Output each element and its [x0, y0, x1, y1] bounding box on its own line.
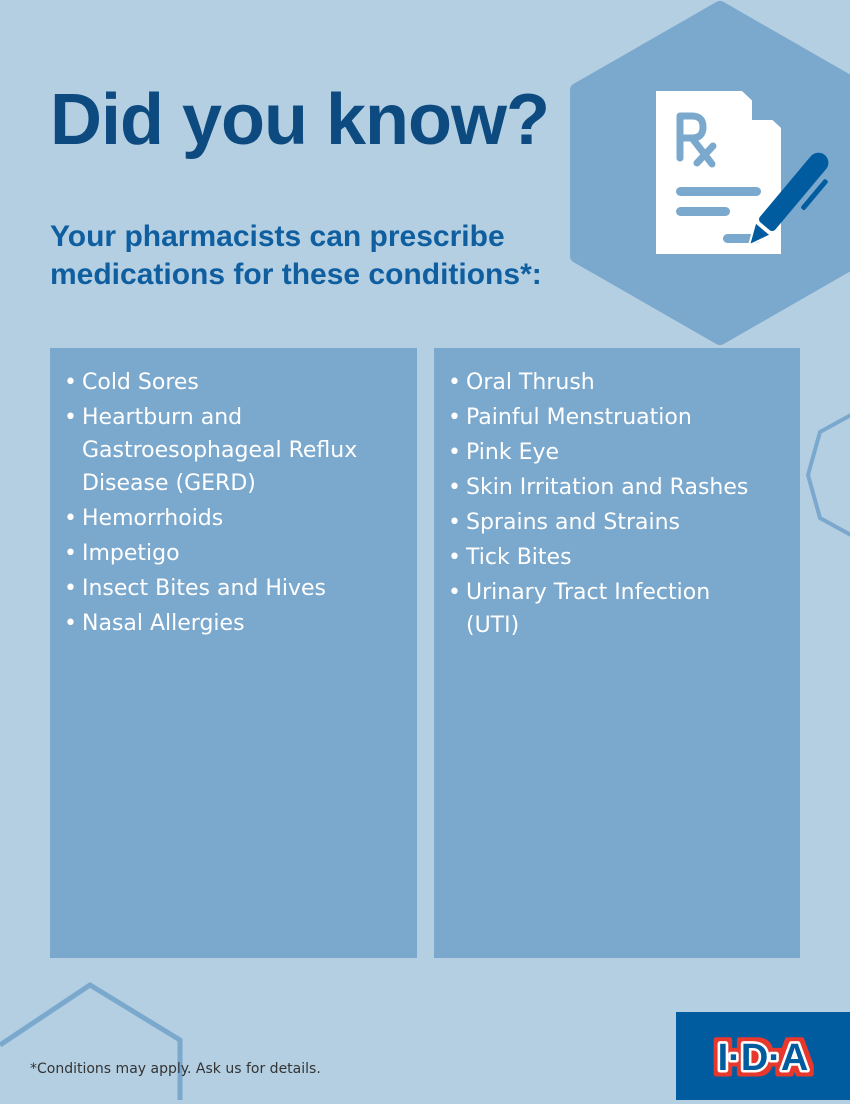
hexagon-outline-bottom [0, 982, 183, 1100]
ida-logo-mark: I·D·A [715, 1035, 811, 1082]
condition-item: Painful Menstruation [448, 401, 800, 434]
condition-item: Oral Thrush [448, 366, 800, 399]
condition-item: Hemorrhoids [64, 502, 417, 535]
condition-item: Pink Eye [448, 436, 800, 469]
condition-item: Nasal Allergies [64, 607, 417, 640]
condition-item: Heartburn and Gastroesophageal Reflux Di… [64, 401, 372, 500]
footnote: *Conditions may apply. Ask us for detail… [30, 1061, 321, 1077]
rx-symbol-icon [676, 112, 717, 168]
condition-item: Insect Bites and Hives [64, 572, 417, 605]
condition-item: Impetigo [64, 537, 417, 570]
page-title: Did you know? [50, 80, 550, 160]
condition-item: Skin Irritation and Rashes [448, 471, 800, 504]
conditions-panel-left: Cold Sores Heartburn and Gastroesophagea… [50, 348, 417, 958]
prescription-pen-icon [656, 91, 829, 254]
subtitle: Your pharmacists can prescribe medicatio… [50, 220, 542, 291]
condition-item: Cold Sores [64, 366, 417, 399]
hexagon-outline-right [805, 413, 850, 537]
ida-logo-text: I·D·A [718, 1037, 809, 1079]
condition-item: Tick Bites [448, 541, 800, 574]
condition-item: Sprains and Strains [448, 506, 800, 539]
conditions-panel-right: Oral Thrush Painful Menstruation Pink Ey… [434, 348, 800, 958]
ida-logo: I·D·A [676, 1012, 850, 1100]
condition-item: Urinary Tract Infection (UTI) [448, 576, 736, 642]
